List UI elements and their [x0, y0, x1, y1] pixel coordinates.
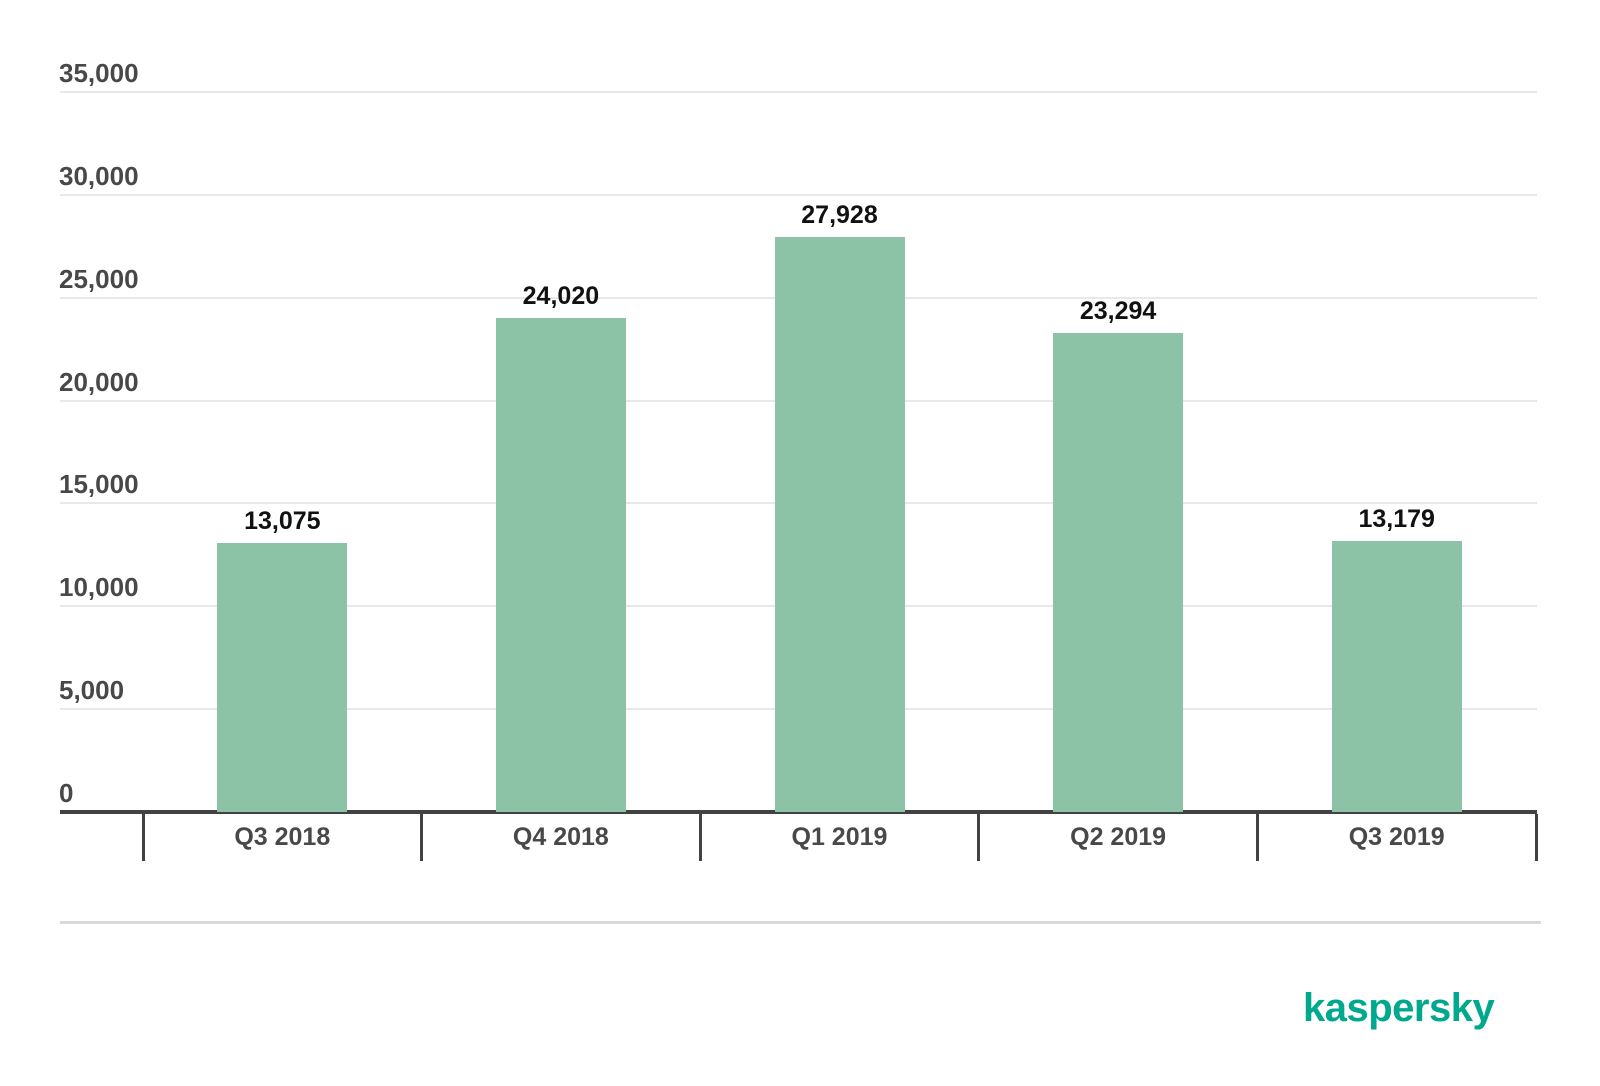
x-axis-tick: [977, 814, 981, 861]
y-gridline: [60, 193, 1537, 196]
bar-q3-2018: [217, 543, 348, 812]
footer-separator: [60, 921, 1541, 924]
y-axis-label: 35,000: [59, 58, 139, 88]
y-gridline: [60, 91, 1537, 93]
x-axis-tick: [1255, 814, 1259, 861]
y-axis-label: 5,000: [59, 675, 125, 706]
bar-value-label: 27,928: [801, 201, 878, 230]
bar-value-label: 13,075: [244, 507, 321, 536]
x-axis-tick: [420, 814, 424, 861]
x-axis-tick: [1534, 814, 1538, 861]
bar-value-label: 23,294: [1079, 296, 1157, 325]
x-axis-label: Q3 2019: [1348, 823, 1445, 851]
bar-q1-2019: [774, 237, 905, 812]
x-axis-label: Q1 2019: [791, 823, 888, 851]
bar-q2-2019: [1053, 332, 1184, 812]
y-axis-label: 20,000: [59, 366, 139, 397]
x-axis-label: Q3 2018: [234, 823, 331, 851]
y-axis-label: 10,000: [59, 572, 139, 603]
x-axis-tick: [141, 814, 145, 861]
y-axis-label: 30,000: [59, 160, 139, 191]
kaspersky-logo: kaspersky: [1303, 986, 1495, 1030]
y-axis-label: 0: [59, 778, 74, 808]
y-axis-label: 15,000: [59, 469, 139, 500]
bar-q3-2019: [1331, 540, 1462, 812]
bar-q4-2018: [495, 317, 626, 812]
x-axis-line: [60, 810, 1537, 814]
x-axis-tick: [698, 814, 702, 861]
plot-area: 0 5,000 10,000 15,000 20,000 25,000 30,000 35,0…: [59, 58, 1538, 861]
bar-value-label: 13,179: [1358, 504, 1435, 533]
bar-value-label: 24,020: [522, 281, 600, 310]
x-axis-label: Q4 2018: [512, 823, 609, 851]
y-axis-label: 25,000: [59, 263, 139, 294]
x-axis-label: Q2 2019: [1070, 823, 1167, 851]
